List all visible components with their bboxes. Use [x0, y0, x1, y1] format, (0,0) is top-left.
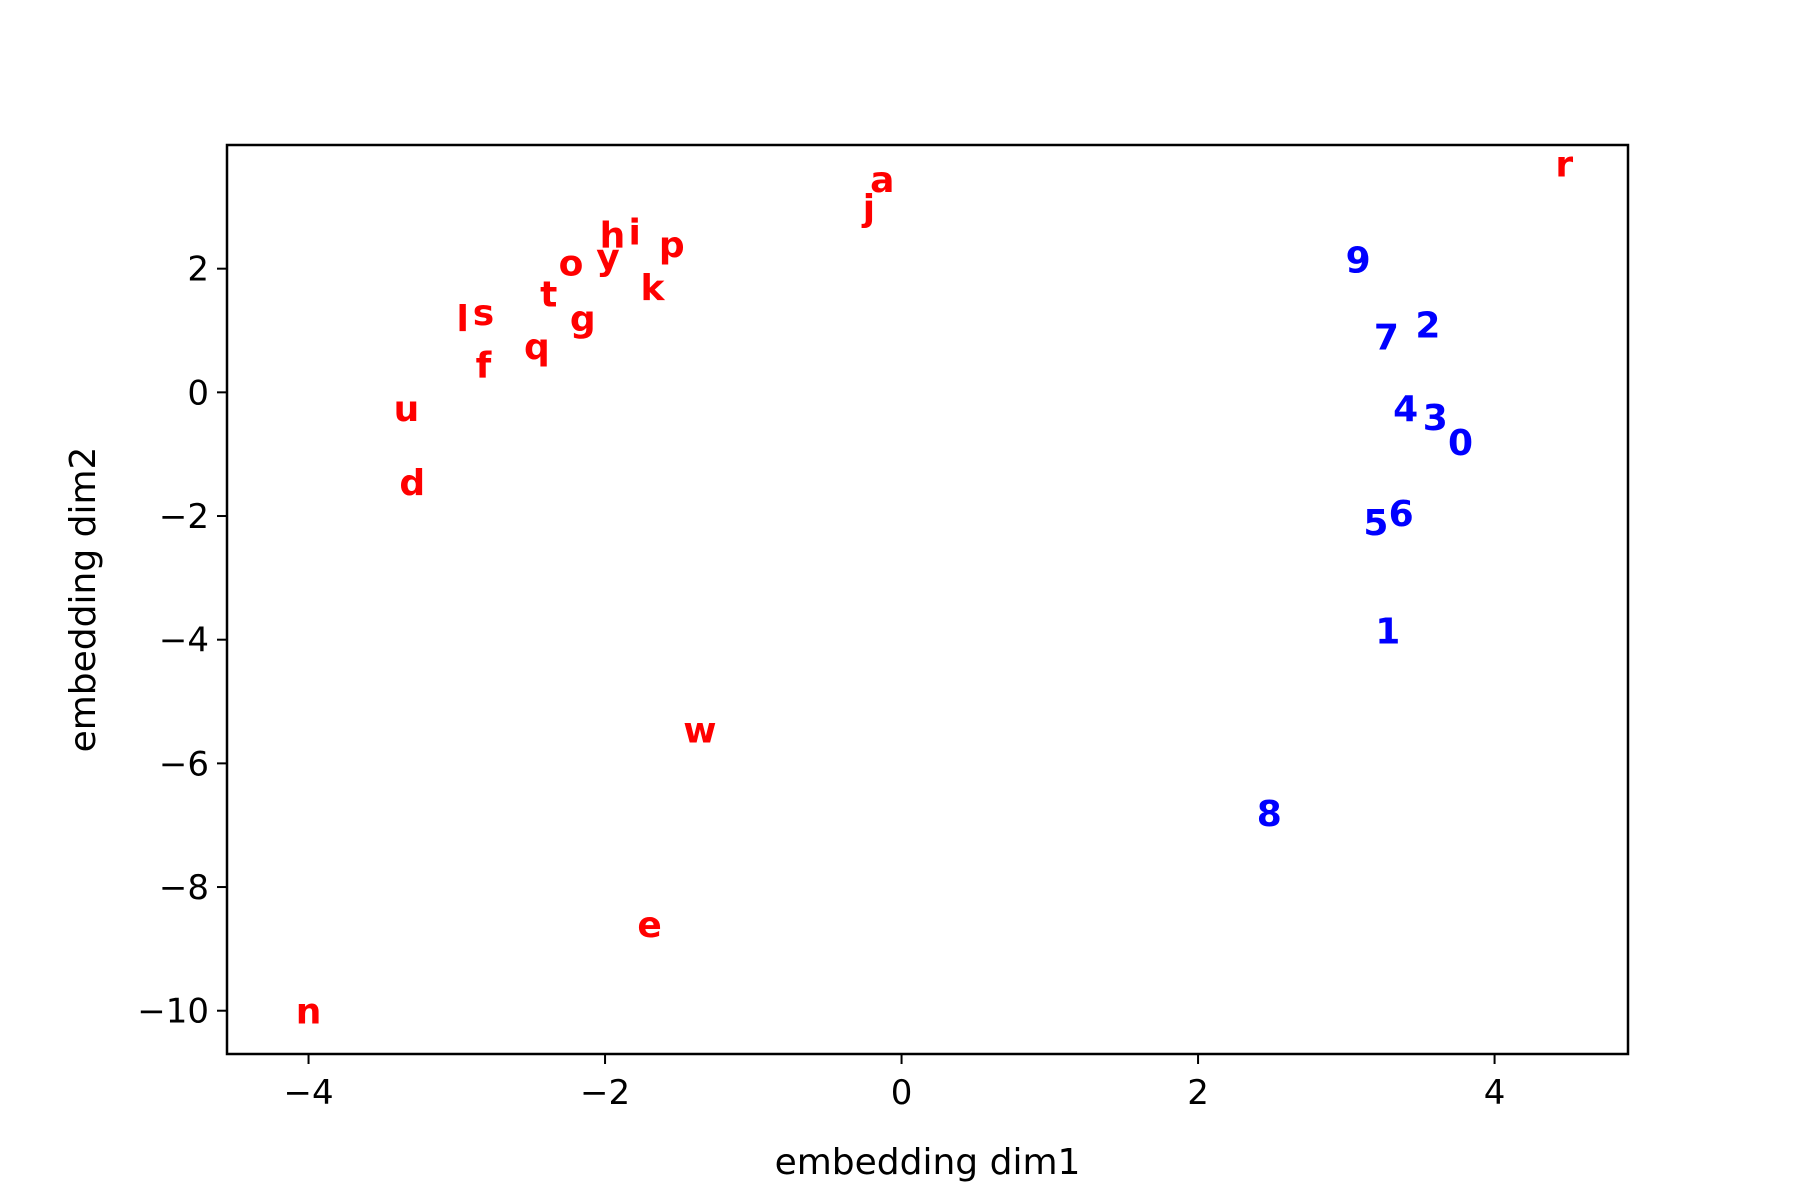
y-axis-label: embedding dim2 [63, 447, 104, 753]
point-label-q: q [524, 327, 550, 368]
x-tick-label: 0 [891, 1073, 913, 1113]
point-label-y: y [596, 237, 619, 278]
point-label-u: u [394, 389, 420, 430]
y-tick-label: −2 [159, 497, 209, 537]
point-label-w: w [683, 710, 716, 751]
point-label-6: 6 [1389, 494, 1414, 535]
point-label-f: f [476, 346, 492, 387]
point-label-j: j [861, 188, 875, 229]
point-label-r: r [1555, 145, 1573, 186]
x-axis-ticks: −4 −2 0 2 4 [283, 1054, 1505, 1113]
point-label-8: 8 [1257, 794, 1282, 835]
point-label-9: 9 [1346, 240, 1371, 281]
point-label-2: 2 [1415, 305, 1440, 346]
point-label-n: n [296, 992, 322, 1033]
point-label-0: 0 [1448, 423, 1473, 464]
point-label-e: e [637, 905, 661, 946]
point-label-a: a [870, 160, 894, 201]
x-axis-label: embedding dim1 [775, 1142, 1081, 1183]
point-label-1: 1 [1375, 611, 1400, 652]
point-label-7: 7 [1374, 318, 1399, 359]
point-label-t: t [540, 274, 557, 315]
x-tick-label: −2 [580, 1073, 630, 1113]
point-label-h: h [600, 216, 626, 257]
y-tick-label: −10 [137, 992, 209, 1032]
x-tick-label: 2 [1187, 1073, 1209, 1113]
point-label-g: g [570, 299, 596, 340]
point-label-o: o [559, 243, 584, 284]
point-label-4: 4 [1393, 389, 1418, 430]
plot-area-frame [225, 143, 1630, 1056]
x-tick-label: −4 [283, 1073, 333, 1113]
y-tick-label: −6 [159, 744, 209, 784]
point-label-5: 5 [1363, 503, 1388, 544]
y-axis-ticks: 2 0 −2 −4 −6 −8 −10 [137, 250, 227, 1032]
point-label-l: l [457, 299, 469, 340]
point-label-3: 3 [1423, 398, 1448, 439]
point-label-p: p [659, 225, 685, 266]
point-label-d: d [399, 463, 425, 504]
point-label-i: i [629, 213, 641, 254]
y-tick-label: −8 [159, 868, 209, 908]
y-tick-label: −4 [159, 621, 209, 661]
point-label-s: s [473, 293, 494, 334]
y-tick-label: 2 [187, 250, 209, 290]
point-label-k: k [641, 268, 666, 309]
y-tick-label: 0 [187, 373, 209, 413]
x-tick-label: 4 [1484, 1073, 1506, 1113]
